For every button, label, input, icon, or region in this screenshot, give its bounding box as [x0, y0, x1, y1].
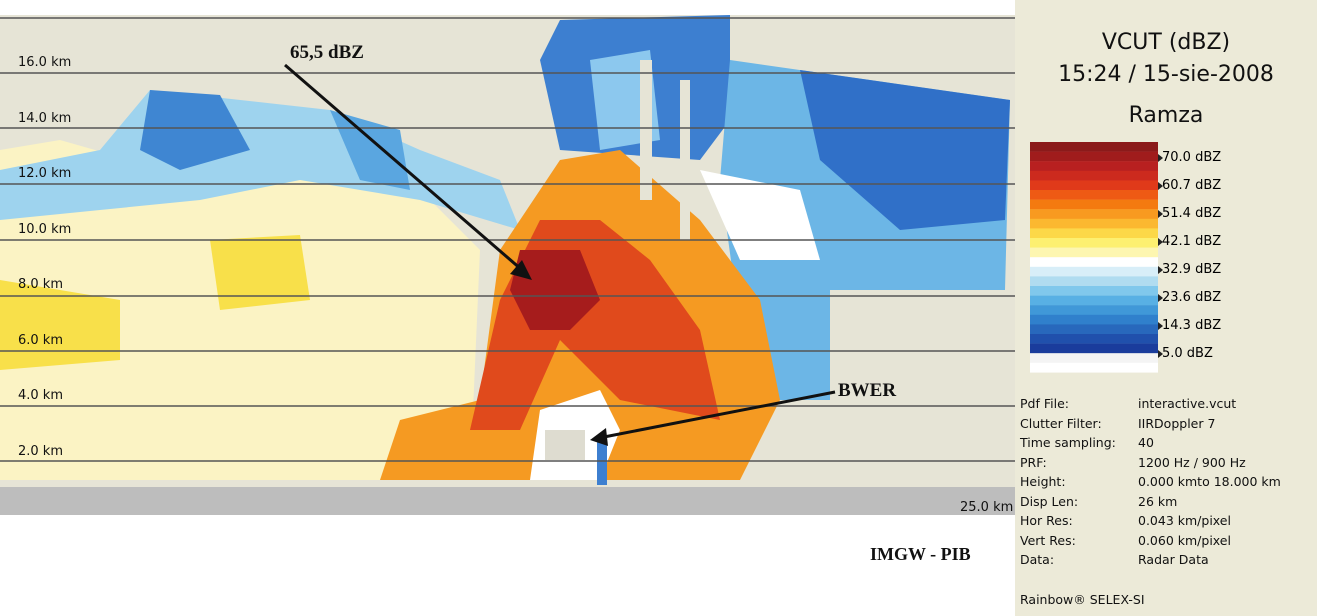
info-value: 0.060 km/pixel: [1138, 533, 1231, 548]
height-label: 4.0 km: [18, 388, 63, 403]
info-value: 0.000 kmto 18.000 km: [1138, 474, 1281, 489]
height-label: 10.0 km: [18, 222, 71, 237]
legend-swatch: [1030, 219, 1158, 229]
legend-swatch: [1030, 248, 1158, 258]
legend-swatch: [1030, 228, 1158, 238]
info-key: Disp Len:: [1020, 494, 1078, 509]
legend-swatch: [1030, 296, 1158, 306]
legend-label: 70.0 dBZ: [1162, 150, 1221, 165]
legend-label: 5.0 dBZ: [1162, 346, 1213, 361]
info-value: 0.043 km/pixel: [1138, 513, 1231, 528]
legend-swatch: [1030, 344, 1158, 354]
legend-swatch: [1030, 324, 1158, 334]
legend-swatch: [1030, 190, 1158, 200]
legend-swatch: [1030, 209, 1158, 219]
height-label: 14.0 km: [18, 111, 71, 126]
info-key: Time sampling:: [1020, 435, 1116, 450]
info-value: IIRDoppler 7: [1138, 416, 1215, 431]
info-key: Data:: [1020, 552, 1054, 567]
legend-swatch: [1030, 305, 1158, 315]
info-key: Vert Res:: [1020, 533, 1076, 548]
height-label: 12.0 km: [18, 166, 71, 181]
legend-label: 42.1 dBZ: [1162, 234, 1221, 249]
info-key: Pdf File:: [1020, 396, 1069, 411]
legend-swatch: [1030, 315, 1158, 325]
legend-swatch: [1030, 286, 1158, 296]
legend-label: 32.9 dBZ: [1162, 262, 1221, 277]
legend-label: 51.4 dBZ: [1162, 206, 1221, 221]
legend-swatch: [1030, 142, 1158, 152]
radar-view: [0, 0, 1317, 616]
legend-label: 60.7 dBZ: [1162, 178, 1221, 193]
info-key: Hor Res:: [1020, 513, 1073, 528]
range-label: 25.0 km: [960, 500, 1013, 515]
legend-swatch: [1030, 267, 1158, 277]
legend-swatch: [1030, 180, 1158, 190]
height-label: 6.0 km: [18, 333, 63, 348]
legend-swatch: [1030, 363, 1158, 373]
legend-swatch: [1030, 171, 1158, 181]
legend-swatch: [1030, 353, 1158, 363]
legend-swatch: [1030, 152, 1158, 162]
legend-label: 23.6 dBZ: [1162, 290, 1221, 305]
legend-label: 14.3 dBZ: [1162, 318, 1221, 333]
panel-title: VCUT (dBZ): [1015, 30, 1317, 55]
footer: Rainbow® SELEX-SI: [1020, 592, 1145, 607]
legend-swatch: [1030, 257, 1158, 267]
legend-swatch: [1030, 238, 1158, 248]
info-value: 1200 Hz / 900 Hz: [1138, 455, 1246, 470]
height-label: 16.0 km: [18, 55, 71, 70]
info-value: interactive.vcut: [1138, 396, 1236, 411]
panel-time: 15:24 / 15-sie-2008: [1015, 62, 1317, 87]
info-value: 26 km: [1138, 494, 1177, 509]
legend-swatch: [1030, 334, 1158, 344]
legend-swatch: [1030, 161, 1158, 171]
info-value: Radar Data: [1138, 552, 1209, 567]
info-key: PRF:: [1020, 455, 1047, 470]
peak-annotation: 65,5 dBZ: [290, 42, 364, 64]
legend-swatch: [1030, 200, 1158, 210]
info-key: Clutter Filter:: [1020, 416, 1102, 431]
height-label: 2.0 km: [18, 444, 63, 459]
bwer-annotation: BWER: [838, 380, 896, 402]
credit: IMGW - PIB: [870, 544, 971, 565]
page: 16.0 km 14.0 km 12.0 km 10.0 km 8.0 km 6.0 km…: [0, 0, 1317, 616]
height-label: 8.0 km: [18, 277, 63, 292]
panel-site: Ramza: [1015, 103, 1317, 128]
legend-swatch: [1030, 276, 1158, 286]
info-key: Height:: [1020, 474, 1066, 489]
info-value: 40: [1138, 435, 1154, 450]
